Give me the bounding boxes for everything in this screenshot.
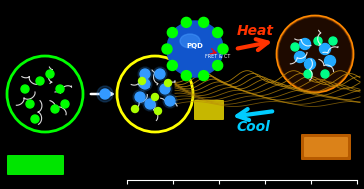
Circle shape (324, 56, 336, 67)
Circle shape (151, 94, 158, 101)
Circle shape (51, 105, 59, 113)
Circle shape (46, 70, 54, 78)
Circle shape (61, 100, 69, 108)
Circle shape (154, 108, 162, 115)
Circle shape (218, 44, 228, 54)
Circle shape (140, 69, 150, 79)
Circle shape (165, 80, 171, 87)
Circle shape (167, 21, 223, 77)
Circle shape (133, 90, 147, 104)
Text: PQD: PQD (187, 43, 203, 49)
Circle shape (26, 100, 34, 108)
Circle shape (143, 97, 157, 111)
FancyBboxPatch shape (301, 134, 351, 160)
FancyBboxPatch shape (7, 155, 64, 175)
Circle shape (181, 71, 191, 81)
Circle shape (162, 44, 172, 54)
Circle shape (167, 28, 177, 38)
Circle shape (135, 92, 145, 102)
Circle shape (165, 96, 175, 106)
Circle shape (100, 89, 110, 99)
Circle shape (145, 99, 155, 109)
FancyBboxPatch shape (304, 137, 348, 157)
Circle shape (213, 28, 223, 38)
Circle shape (160, 84, 170, 94)
Circle shape (304, 70, 312, 78)
Circle shape (97, 86, 113, 102)
Circle shape (31, 115, 39, 123)
Circle shape (199, 17, 209, 27)
Circle shape (329, 37, 337, 45)
Text: Heat: Heat (237, 24, 273, 38)
Text: Cool: Cool (236, 120, 270, 134)
Circle shape (138, 67, 152, 81)
Circle shape (140, 79, 150, 89)
Circle shape (56, 85, 64, 93)
Circle shape (138, 77, 152, 91)
Circle shape (300, 39, 310, 50)
Circle shape (155, 69, 165, 79)
Circle shape (181, 17, 191, 27)
Ellipse shape (180, 34, 200, 48)
Circle shape (138, 77, 146, 84)
Circle shape (131, 105, 138, 112)
Circle shape (213, 60, 223, 70)
FancyBboxPatch shape (194, 100, 224, 120)
Circle shape (36, 77, 44, 85)
Circle shape (167, 60, 177, 70)
Circle shape (199, 71, 209, 81)
Circle shape (320, 43, 331, 54)
Circle shape (21, 85, 29, 93)
Circle shape (158, 82, 172, 96)
Circle shape (314, 37, 322, 45)
Circle shape (163, 94, 177, 108)
Circle shape (305, 59, 316, 70)
Circle shape (321, 70, 329, 78)
Circle shape (153, 67, 167, 81)
Circle shape (291, 43, 299, 51)
Circle shape (278, 17, 352, 91)
Text: FRET & CT: FRET & CT (205, 54, 231, 60)
Circle shape (294, 51, 305, 63)
